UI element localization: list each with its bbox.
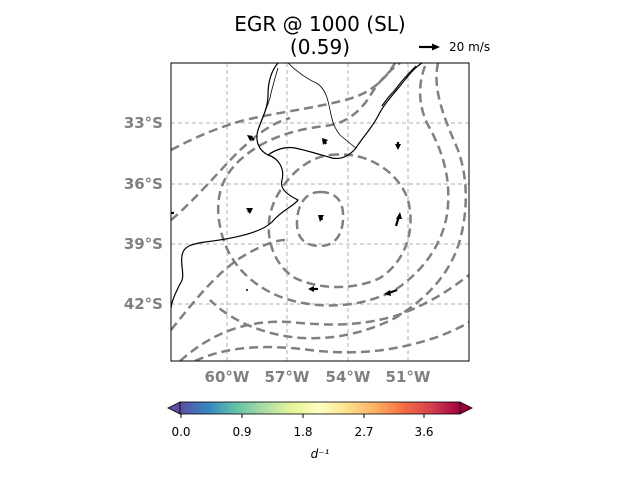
colorbar-tick-label: 0.9 [232,425,251,439]
wind-arrow [384,288,398,296]
contour-left [171,116,291,221]
wind-arrow [395,142,401,150]
contour-outer-right [209,63,467,340]
colorbar-label: d⁻¹ [311,447,330,461]
contour-bottom-edge [194,320,469,361]
lat-tick-label: 42°S [124,295,163,313]
map-title-line2: (0.59) [290,35,350,59]
lon-tick-label: 54°W [326,368,371,386]
quiver-key: 20 m/s [419,40,490,54]
map-title-line1: EGR @ 1000 (SL) [234,12,405,36]
contour-bottom [179,274,469,361]
wind-arrow [394,212,402,227]
colorbar-ticks [180,414,425,418]
colorbar-extend-max [459,401,473,415]
quiver-key-arrowhead [432,43,440,51]
coastline-uruguay-coast [381,65,417,107]
lon-tick-label: 60°W [205,368,250,386]
border-line-2 [329,109,357,149]
map-frame [170,62,470,362]
contour-second [267,153,412,289]
contour-lower-left [171,238,286,331]
contour-third [216,63,450,307]
colorbar-tick-label: 1.8 [293,425,312,439]
wind-arrow [308,286,318,292]
quiver-key-label: 20 m/s [449,40,490,54]
contour-upper-left [171,63,397,152]
wind-arrow [247,135,255,141]
border-line-3 [257,67,279,131]
colorbar-tick-label: 2.7 [354,425,373,439]
longitude-labels: 60°W 57°W 54°W 51°W [205,368,431,386]
map-panel [170,62,470,362]
lon-tick-label: 51°W [386,368,431,386]
border-line-1 [287,63,331,111]
map-background [171,63,469,361]
latitude-labels: 33°S 36°S 39°S 42°S [124,114,163,313]
lat-tick-label: 39°S [124,235,163,253]
wind-arrow [246,208,253,214]
lat-tick-label: 36°S [124,175,163,193]
lon-tick-label: 57°W [265,368,310,386]
wind-arrow [322,138,328,145]
wind-arrow [318,215,324,222]
colorbar-extend-min [167,401,181,415]
contour-inner [295,190,345,248]
lat-tick-label: 33°S [124,114,163,132]
wind-arrow [246,289,248,291]
colorbar-tick-label: 0.0 [171,425,190,439]
coastlines [171,63,423,309]
colorbar: 0.0 0.9 1.8 2.7 3.6 d⁻¹ [167,401,473,461]
colorbar-tick-label: 3.6 [414,425,433,439]
contour-lines [171,63,469,361]
colorbar-gradient [179,401,461,415]
